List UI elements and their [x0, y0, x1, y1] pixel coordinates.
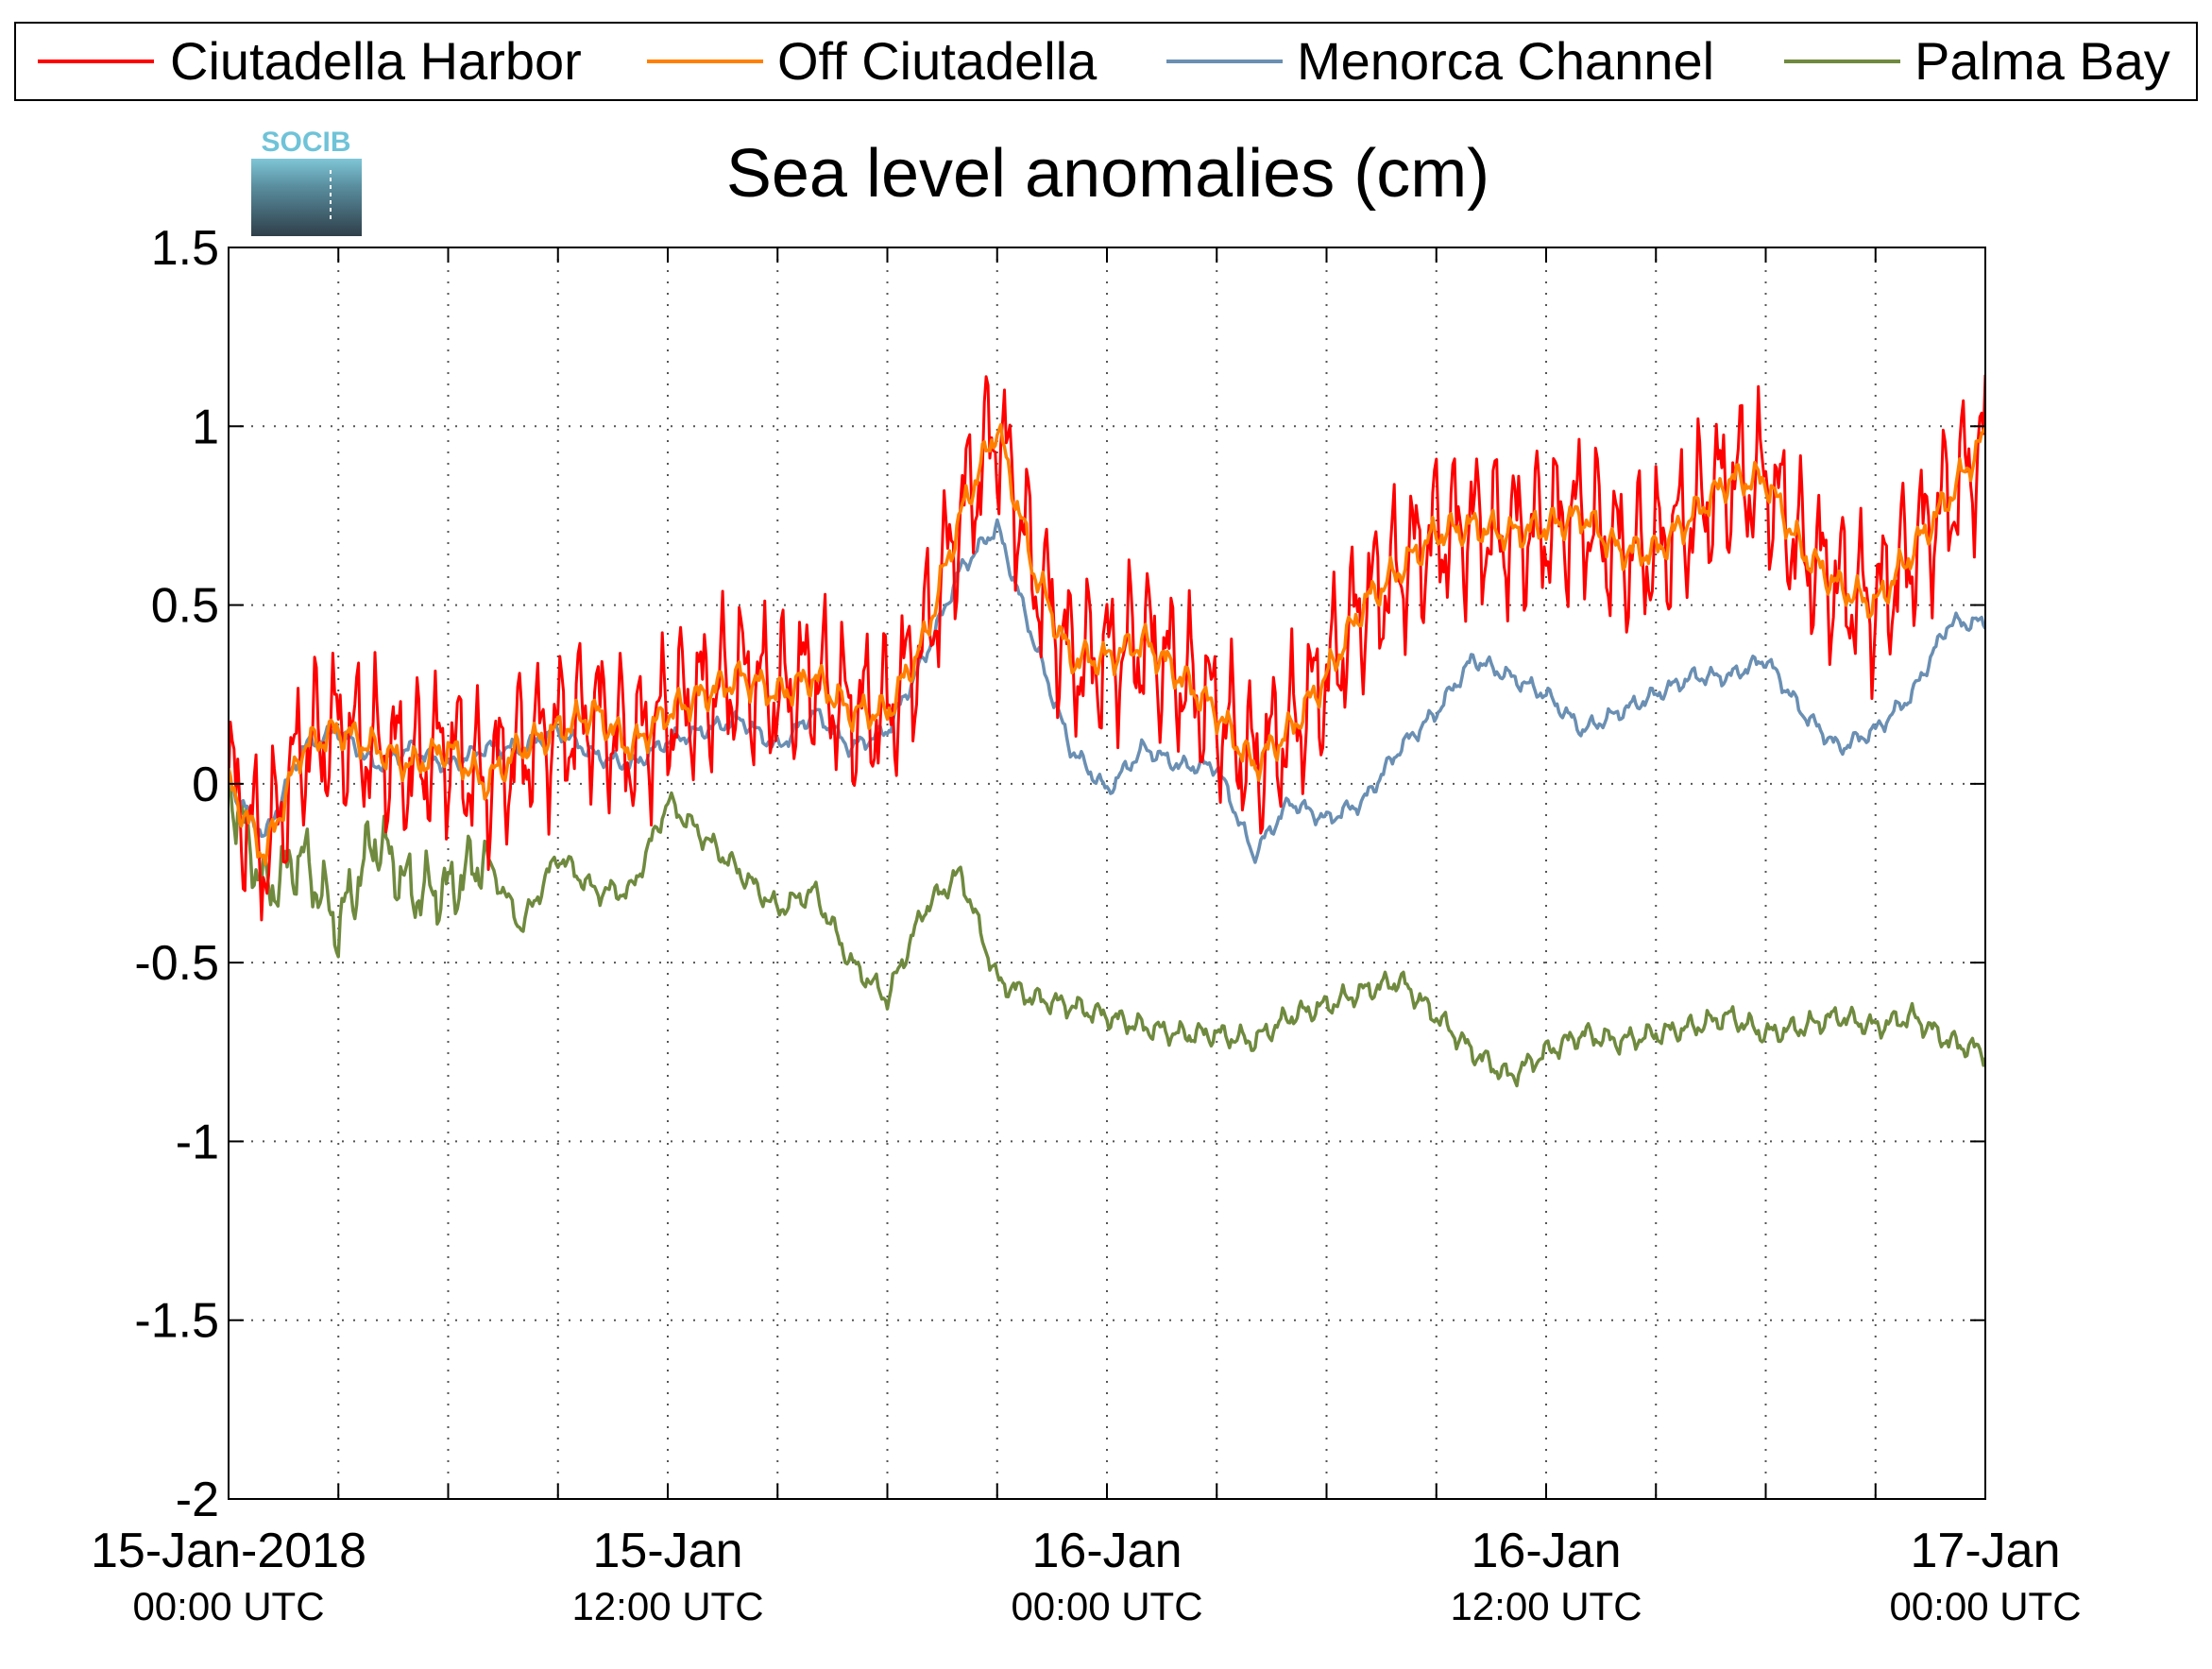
x-tick-label-time: 00:00 UTC	[1889, 1584, 2081, 1628]
legend-label-menorca-channel: Menorca Channel	[1297, 31, 1714, 91]
chart-title: Sea level anomalies (cm)	[726, 136, 1489, 212]
x-tick-label-date: 17-Jan	[1911, 1524, 2061, 1578]
series-line-palma-bay	[229, 782, 1985, 1088]
grid-lines	[229, 247, 1985, 1499]
socib-logo-text: SOCIB	[261, 127, 350, 158]
legend-label-off-ciutadella: Off Ciutadella	[777, 31, 1097, 91]
y-tick-label: 1	[192, 400, 219, 454]
x-tick-label-date: 16-Jan	[1472, 1524, 1622, 1578]
plot-area	[229, 247, 1985, 1499]
y-tick-label: -1.5	[134, 1294, 219, 1349]
x-tick-label-date: 15-Jan-2018	[91, 1524, 366, 1578]
y-tick-label: 0.5	[151, 579, 219, 634]
y-tick-label: 0	[192, 758, 219, 812]
y-tick-label: 1.5	[151, 221, 219, 276]
series-line-off-ciutadella	[229, 422, 1985, 866]
series-line-ciutadella-harbor	[229, 374, 1985, 922]
y-tick-label: -0.5	[134, 936, 219, 991]
series-lines	[229, 374, 1985, 1088]
legend-label-ciutadella-harbor: Ciutadella Harbor	[170, 31, 582, 91]
x-tick-label-time: 12:00 UTC	[1450, 1584, 1642, 1628]
socib-logo: SOCIB	[251, 127, 362, 236]
y-tick-label: -2	[176, 1473, 219, 1527]
y-axis-labels: -2 -1.5 -1 -0.5 0 0.5 1 1.5	[134, 221, 219, 1527]
legend-label-palma-bay: Palma Bay	[1914, 31, 2170, 91]
axis-ticks	[229, 247, 1985, 1500]
y-tick-label: -1	[176, 1115, 219, 1169]
x-tick-label-time: 00:00 UTC	[1011, 1584, 1202, 1628]
x-axis-labels: 15-Jan-2018 00:00 UTC 15-Jan 12:00 UTC 16-Ja…	[91, 1524, 2082, 1628]
x-tick-label-time: 12:00 UTC	[571, 1584, 763, 1628]
legend: Ciutadella Harbor Off Ciutadella Menorca…	[14, 22, 2198, 101]
x-tick-label-time: 00:00 UTC	[132, 1584, 324, 1628]
x-tick-label-date: 15-Jan	[593, 1524, 743, 1578]
x-tick-label-date: 16-Jan	[1032, 1524, 1183, 1578]
